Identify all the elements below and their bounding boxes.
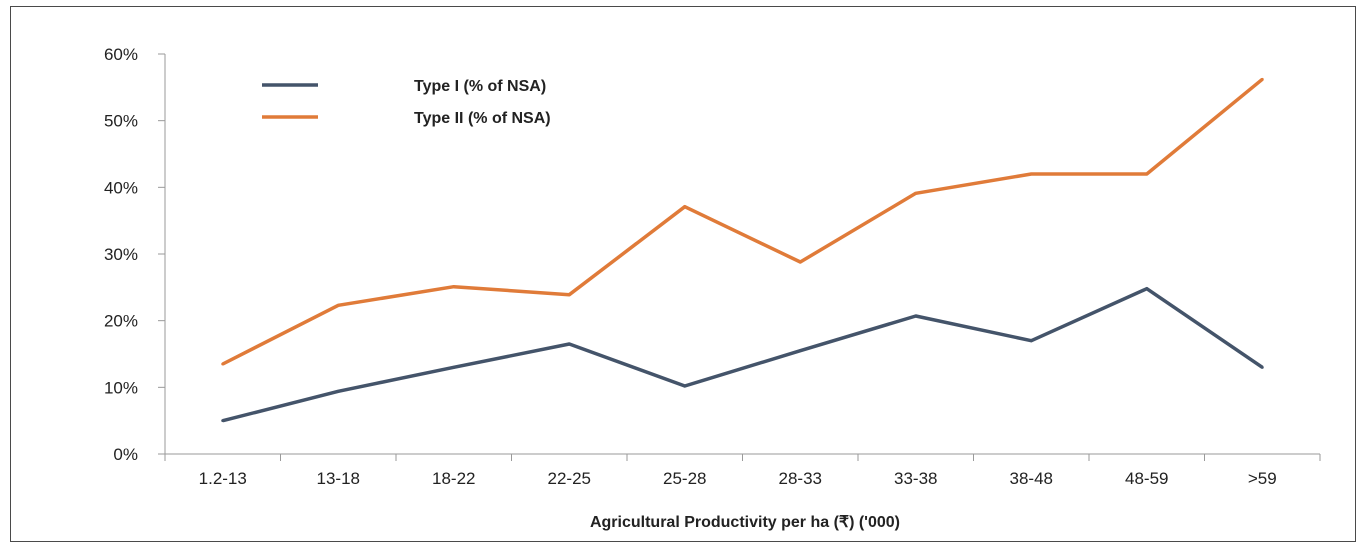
series-layer xyxy=(221,77,1264,423)
x-axis: 1.2-13 13-18 18-22 22-25 25-28 28-33 33-38 38-4… xyxy=(164,453,1321,488)
y-tick-label: 50% xyxy=(104,112,138,131)
data-point xyxy=(567,342,571,346)
x-tick-label: 1.2-13 xyxy=(199,469,247,488)
data-point xyxy=(452,285,456,289)
chart-frame xyxy=(10,6,1356,542)
y-tick-label: 10% xyxy=(104,378,138,397)
data-point xyxy=(1029,339,1033,343)
x-tick-label: 28-33 xyxy=(779,469,822,488)
data-point xyxy=(1145,287,1149,291)
legend-label: Type I (% of NSA) xyxy=(414,78,546,95)
data-point xyxy=(1260,77,1264,81)
data-point xyxy=(1260,365,1264,369)
y-tick-label: 20% xyxy=(104,312,138,331)
y-tick-label: 0% xyxy=(113,445,138,464)
series-line-2 xyxy=(222,77,1264,366)
x-tick-label: 33-38 xyxy=(894,469,937,488)
data-point xyxy=(221,419,225,423)
data-point xyxy=(221,362,225,366)
data-point xyxy=(914,191,918,195)
data-point xyxy=(914,314,918,318)
legend: Type I (% of NSA) Type II (% of NSA) xyxy=(262,78,551,127)
x-tick-label: 18-22 xyxy=(432,469,475,488)
x-tick-label: 22-25 xyxy=(548,469,591,488)
x-tick-label: 38-48 xyxy=(1010,469,1053,488)
x-axis-title: Agricultural Productivity per ha (₹) ('0… xyxy=(590,514,900,531)
data-point xyxy=(798,349,802,353)
y-tick-label: 30% xyxy=(104,245,138,264)
x-tick-label: 13-18 xyxy=(317,469,360,488)
data-point xyxy=(1029,172,1033,176)
data-point xyxy=(336,303,340,307)
legend-label: Type II (% of NSA) xyxy=(414,110,551,127)
data-point xyxy=(683,384,687,388)
data-point xyxy=(683,205,687,209)
x-tick-label: 48-59 xyxy=(1125,469,1168,488)
data-point xyxy=(567,293,571,297)
data-point xyxy=(798,260,802,264)
series-line-1 xyxy=(222,286,1264,423)
data-point xyxy=(336,389,340,393)
data-point xyxy=(1145,172,1149,176)
x-tick-label: 25-28 xyxy=(663,469,706,488)
x-tick-label: >59 xyxy=(1248,469,1277,488)
y-axis: 0% 10% 20% 30% 40% 50% 60% xyxy=(104,45,166,464)
data-point xyxy=(452,365,456,369)
y-tick-label: 40% xyxy=(104,178,138,197)
y-tick-label: 60% xyxy=(104,45,138,64)
